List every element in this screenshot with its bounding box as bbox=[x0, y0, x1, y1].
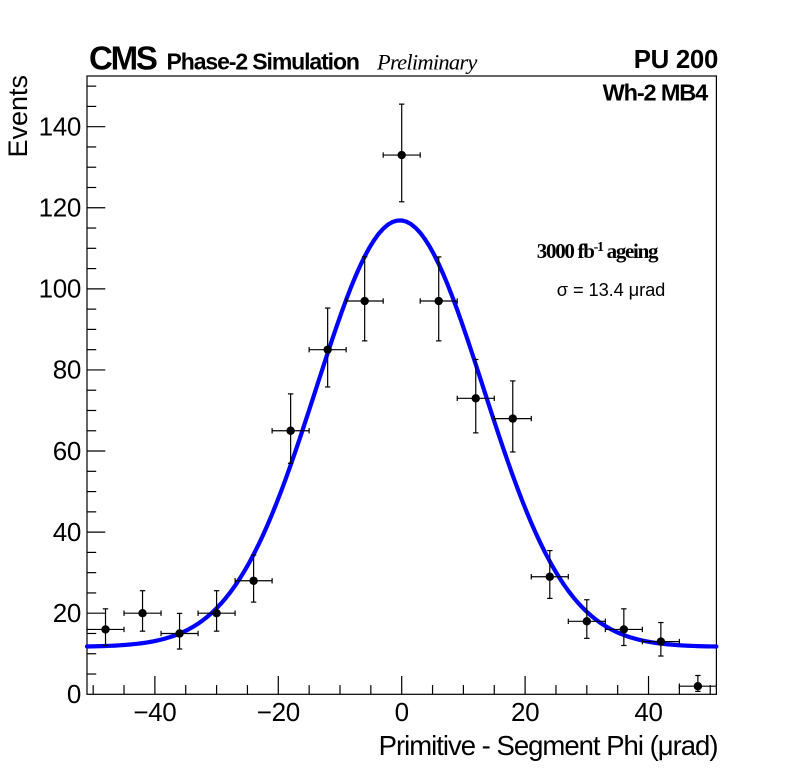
data-point-marker bbox=[249, 576, 258, 585]
data-point-marker bbox=[582, 617, 592, 626]
data-point-marker bbox=[323, 345, 332, 354]
experiment-logo-text: CMS bbox=[89, 40, 157, 77]
x-tick-label: −40 bbox=[133, 697, 176, 727]
data-point-marker bbox=[138, 609, 147, 618]
y-tick-label: 20 bbox=[53, 598, 81, 628]
plot-area: −40 −20 0 20 40 0 20 40 60 80 100 120 140 bbox=[39, 75, 719, 727]
region-label: Wh-2 MB4 bbox=[603, 79, 708, 105]
y-tick-label: 60 bbox=[53, 436, 81, 466]
data-point-marker bbox=[397, 150, 406, 160]
ageing-annotation-superscript: -1 bbox=[594, 240, 604, 255]
y-tick-label: 120 bbox=[39, 193, 81, 223]
data-point-marker bbox=[101, 625, 110, 634]
y-axis-title: Events bbox=[3, 75, 33, 158]
data-point-marker bbox=[508, 414, 517, 423]
x-tick-label: 20 bbox=[511, 697, 539, 727]
data-point-marker bbox=[656, 637, 666, 646]
x-tick-label: 0 bbox=[395, 697, 409, 727]
y-tick-label: 100 bbox=[39, 274, 81, 304]
data-point-marker bbox=[360, 296, 369, 306]
data-point-marker bbox=[286, 426, 295, 435]
y-tick-label: 140 bbox=[39, 111, 81, 141]
y-tick-label: 0 bbox=[67, 679, 81, 709]
data-point-marker bbox=[175, 629, 184, 638]
x-axis-title: Primitive - Segment Phi (μrad) bbox=[379, 730, 718, 761]
data-point-marker bbox=[434, 296, 443, 306]
data-point-marker bbox=[471, 394, 480, 403]
pileup-label: PU 200 bbox=[634, 46, 718, 74]
ageing-annotation-suffix: ageing bbox=[603, 239, 659, 263]
data-point-marker bbox=[545, 572, 554, 581]
y-tick-label: 80 bbox=[53, 355, 81, 385]
x-tick-label: −20 bbox=[257, 697, 300, 727]
simulation-label: Phase-2 Simulation bbox=[167, 49, 359, 75]
x-tick-label: 40 bbox=[634, 697, 662, 727]
data-point-marker bbox=[212, 609, 221, 618]
sigma-annotation: σ = 13.4 μrad bbox=[557, 279, 665, 300]
ageing-annotation-prefix: 3000 fb bbox=[537, 239, 594, 263]
data-point-marker bbox=[619, 625, 629, 634]
ageing-annotation: 3000 fb-1 ageing bbox=[537, 239, 659, 263]
data-point-marker bbox=[693, 681, 703, 691]
y-tick-label: 40 bbox=[53, 517, 81, 547]
preliminary-label: Preliminary bbox=[376, 50, 477, 75]
